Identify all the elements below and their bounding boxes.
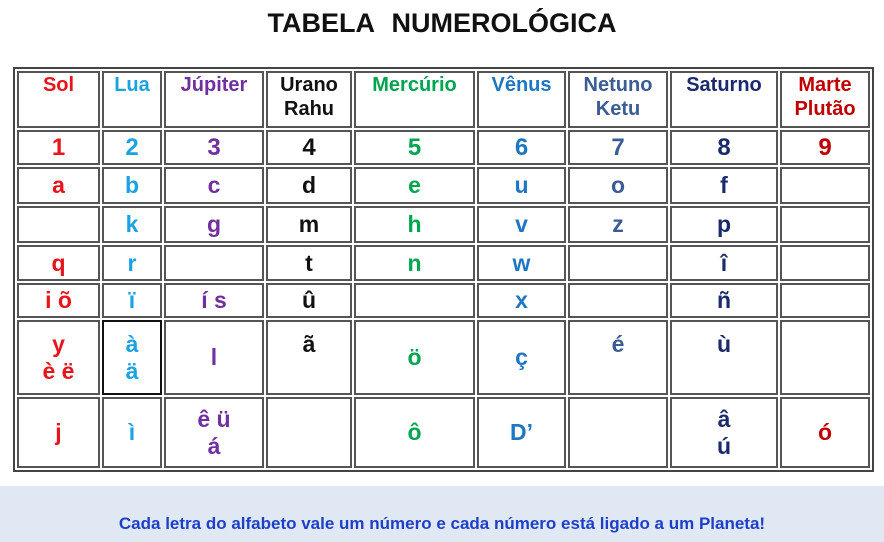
number-row-cell: 8 xyxy=(670,130,778,165)
letter-row-cell: e xyxy=(354,167,475,204)
letter-row-cell xyxy=(780,320,870,395)
number-row-cell: 3 xyxy=(164,130,264,165)
letter-row-cell: ñ xyxy=(670,283,778,318)
letter-row-cell: j xyxy=(17,397,100,468)
number-row-cell: 4 xyxy=(266,130,352,165)
letter-row-cell xyxy=(568,283,668,318)
planet-header-row-cell: Júpiter xyxy=(164,71,264,128)
numerology-table: Sol Lua Júpiter Urano Rahu Mercúrio Vênus Netu… xyxy=(13,67,874,472)
number-row-cell: 1 xyxy=(17,130,100,165)
letter-row-cell: o xyxy=(568,167,668,204)
number-row-cell: 9 xyxy=(780,130,870,165)
number-row-cell: 7 xyxy=(568,130,668,165)
letter-row-cell xyxy=(780,167,870,204)
letter-row-cell: ï xyxy=(102,283,162,318)
letter-row-cell: ã xyxy=(266,320,352,395)
footer-banner: Cada letra do alfabeto vale um número e … xyxy=(0,486,884,542)
letter-row-cell: r xyxy=(102,245,162,281)
letter-row-cell: z xyxy=(568,206,668,243)
letter-row-cell: ì xyxy=(102,397,162,468)
letter-row-cell: k xyxy=(102,206,162,243)
letter-row-cell xyxy=(354,283,475,318)
number-row-cell: 6 xyxy=(477,130,566,165)
letter-row-cell: ô xyxy=(354,397,475,468)
letter-row-cell xyxy=(17,206,100,243)
letter-row-cell: î xyxy=(670,245,778,281)
planet-header-row-cell: Lua xyxy=(102,71,162,128)
letter-row-cell: D’ xyxy=(477,397,566,468)
planet-header-row-cell: Saturno xyxy=(670,71,778,128)
planet-header-row: Sol Lua Júpiter Urano Rahu Mercúrio Vênus Netu… xyxy=(17,71,870,128)
page-title: TABELA NUMEROLÓGICA xyxy=(267,8,617,38)
letter-row-cell xyxy=(568,397,668,468)
letter-row-cell: ê ü á xyxy=(164,397,264,468)
number-row-cell: 2 xyxy=(102,130,162,165)
letter-row-cell: ç xyxy=(477,320,566,395)
letter-row-cell: b xyxy=(102,167,162,204)
letter-row-cell: c xyxy=(164,167,264,204)
letter-row-cell xyxy=(780,283,870,318)
planet-header-row-cell: Urano Rahu xyxy=(266,71,352,128)
letter-row-cell: u xyxy=(477,167,566,204)
letter-row-cell: w xyxy=(477,245,566,281)
planet-header-row-cell: Mercúrio xyxy=(354,71,475,128)
letter-row-cell: l xyxy=(164,320,264,395)
letter-row-cell: v xyxy=(477,206,566,243)
letter-row-cell: q xyxy=(17,245,100,281)
letter-row-cell xyxy=(780,206,870,243)
letter-row-cell: a xyxy=(17,167,100,204)
letter-row-cell: à ä xyxy=(102,320,162,395)
planet-header-row-cell: Marte Plutão xyxy=(780,71,870,128)
letter-row-cell: x xyxy=(477,283,566,318)
letter-row-cell: i õ xyxy=(17,283,100,318)
letter-row-cell xyxy=(164,245,264,281)
letter-row-cell: h xyxy=(354,206,475,243)
letter-row-cell xyxy=(780,245,870,281)
letter-row-cell: m xyxy=(266,206,352,243)
letter-row-cell: n xyxy=(354,245,475,281)
planet-header-row-cell: Netuno Ketu xyxy=(568,71,668,128)
number-row-cell: 5 xyxy=(354,130,475,165)
footer-text: Cada letra do alfabeto vale um número e … xyxy=(118,514,766,533)
letter-row-cell: t xyxy=(266,245,352,281)
letter-row-cell: ù xyxy=(670,320,778,395)
letter-row-cell xyxy=(266,397,352,468)
letter-row-cell: g xyxy=(164,206,264,243)
letter-row-cell xyxy=(568,245,668,281)
letter-row-cell: p xyxy=(670,206,778,243)
letter-row-cell: ó xyxy=(780,397,870,468)
letter-row-cell: é xyxy=(568,320,668,395)
letter-row-cell: y è ë xyxy=(17,320,100,395)
planet-header-row-cell: Sol xyxy=(17,71,100,128)
letter-row-cell: d xyxy=(266,167,352,204)
letter-row-cell: f xyxy=(670,167,778,204)
planet-header-row-cell: Vênus xyxy=(477,71,566,128)
letter-row-cell: û xyxy=(266,283,352,318)
letter-row-cell: â ú xyxy=(670,397,778,468)
letter-row-cell: í s xyxy=(164,283,264,318)
letter-row-cell: ö xyxy=(354,320,475,395)
